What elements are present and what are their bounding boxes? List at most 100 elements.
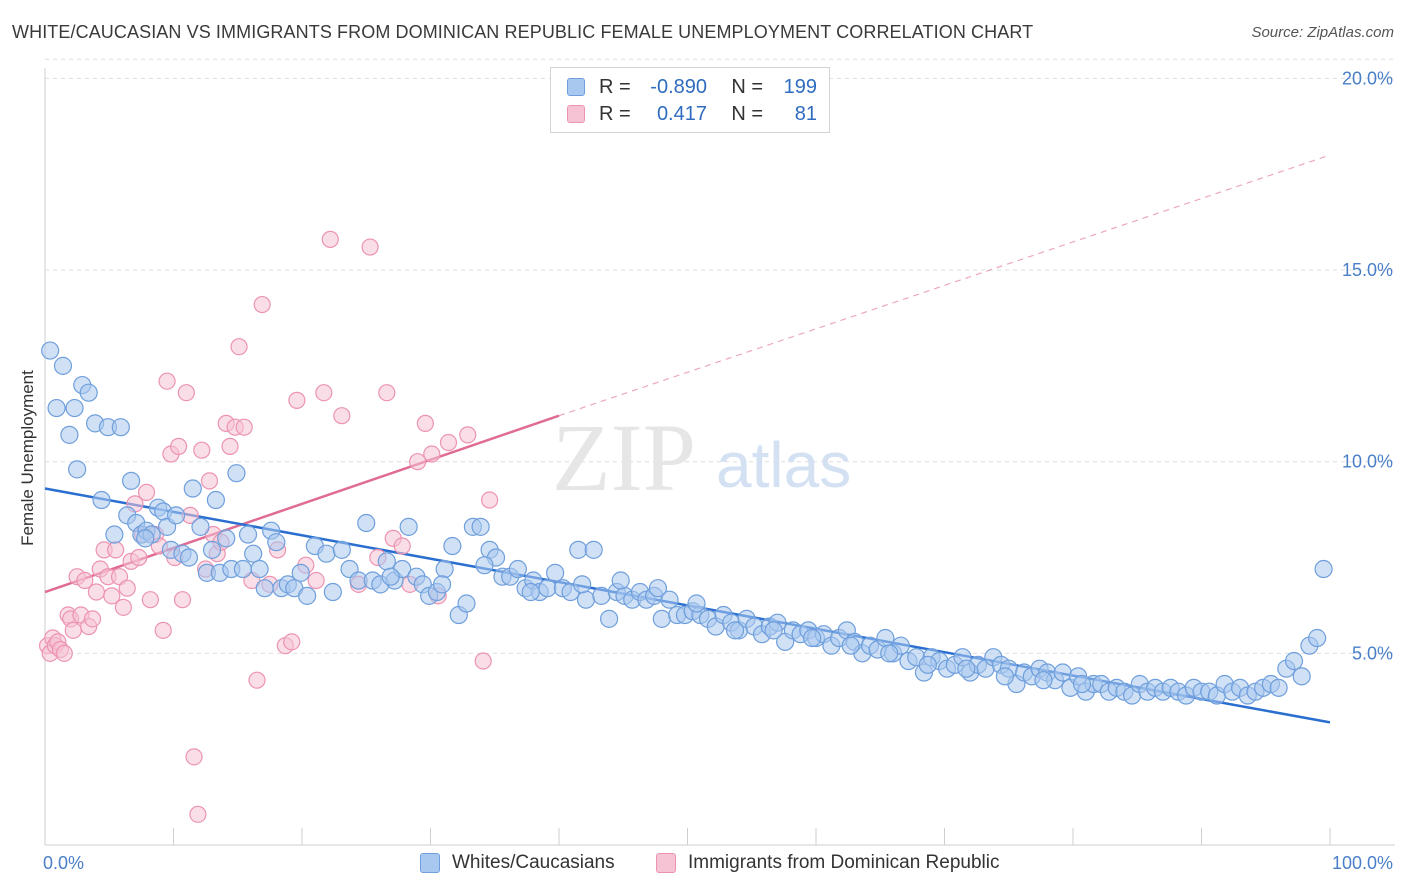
data-point-immigrants <box>378 384 396 402</box>
data-point-immigrants <box>321 230 339 248</box>
data-point-whites <box>611 571 630 590</box>
data-point-whites <box>244 544 263 563</box>
data-point-immigrants <box>185 748 203 766</box>
data-point-whites <box>569 540 588 559</box>
correlation-legend: R = -0.890 N = 199 R = 0.417 N = 81 <box>550 67 830 133</box>
data-point-whites <box>217 529 236 548</box>
data-point-immigrants <box>177 384 195 402</box>
data-point-immigrants <box>87 583 106 601</box>
data-point-immigrants <box>107 541 125 559</box>
legend-r-value: 0.417 <box>656 102 707 125</box>
data-point-immigrants <box>230 338 248 356</box>
data-point-whites <box>1314 559 1333 579</box>
legend-swatch-blue <box>567 78 585 96</box>
data-point-whites <box>47 398 66 418</box>
data-point-immigrants <box>393 537 411 555</box>
data-point-immigrants <box>103 587 121 605</box>
data-point-whites <box>298 586 317 605</box>
data-point-whites <box>323 582 342 602</box>
legend-swatch-blue <box>420 853 440 873</box>
data-point-immigrants <box>118 579 136 597</box>
data-point-immigrants <box>221 437 239 455</box>
data-point-whites <box>191 517 210 536</box>
y-tick-label: 5.0% <box>1352 643 1393 663</box>
watermark-zip: ZIP <box>552 404 696 511</box>
data-point-whites <box>60 425 79 444</box>
data-point-whites <box>443 536 462 556</box>
x-tick-label: 100.0% <box>1332 853 1393 873</box>
data-point-whites <box>475 556 494 575</box>
data-point-whites <box>1034 671 1053 690</box>
data-point-immigrants <box>141 591 159 609</box>
data-point-whites <box>573 575 592 594</box>
data-point-whites <box>803 628 822 648</box>
data-point-whites <box>105 525 124 544</box>
data-point-whites <box>121 471 141 490</box>
data-point-whites <box>255 579 274 598</box>
data-point-whites <box>841 636 860 655</box>
data-point-whites <box>206 490 226 510</box>
data-point-whites <box>317 544 336 563</box>
data-point-whites <box>687 594 706 613</box>
data-point-whites <box>435 559 454 579</box>
data-point-immigrants <box>307 571 325 590</box>
data-point-whites <box>876 628 895 648</box>
data-point-immigrants <box>439 433 458 452</box>
data-point-immigrants <box>315 384 333 402</box>
data-point-immigrants <box>83 610 102 628</box>
data-point-whites <box>183 479 202 498</box>
legend-r-value: -0.890 <box>650 75 707 98</box>
legend-n-value: 81 <box>794 102 817 125</box>
data-point-whites <box>1308 628 1327 648</box>
y-tick-label: 15.0% <box>1342 260 1393 280</box>
data-point-whites <box>660 590 679 609</box>
data-point-immigrants <box>423 445 441 463</box>
data-point-immigrants <box>114 598 132 616</box>
data-point-immigrants <box>361 238 379 256</box>
data-point-immigrants <box>283 633 301 651</box>
data-point-whites <box>291 563 310 582</box>
legend-r-label: R = <box>599 102 631 125</box>
y-axis-label: Female Unemployment <box>18 370 37 546</box>
legend-label-immigrants: Immigrants from Dominican Republic <box>688 852 1000 873</box>
data-point-whites <box>136 529 155 548</box>
series-legend: Whites/Caucasians Immigrants from Domini… <box>0 852 1406 878</box>
data-point-immigrants <box>248 671 266 689</box>
y-tick-label: 20.0% <box>1342 68 1393 88</box>
data-point-immigrants <box>130 548 148 567</box>
legend-r-label: R = <box>599 75 631 98</box>
data-point-whites <box>166 506 186 525</box>
data-point-whites <box>53 356 73 375</box>
data-point-whites <box>471 517 490 536</box>
data-point-whites <box>918 655 937 674</box>
source-label: Source: ZipAtlas.com <box>1251 24 1394 41</box>
legend-n-value: 199 <box>783 75 817 98</box>
x-tick-label: 0.0% <box>43 853 84 873</box>
data-point-whites <box>592 586 611 605</box>
data-point-whites <box>725 621 745 640</box>
chart-title: WHITE/CAUCASIAN VS IMMIGRANTS FROM DOMIN… <box>12 22 1034 42</box>
legend-swatch-pink <box>567 105 585 123</box>
data-point-whites <box>267 533 286 552</box>
data-point-immigrants <box>333 407 351 425</box>
data-point-immigrants <box>416 414 434 432</box>
data-point-immigrants <box>137 483 156 501</box>
data-point-whites <box>233 559 252 579</box>
data-point-whites <box>399 517 418 536</box>
data-point-whites <box>79 383 98 402</box>
data-point-immigrants <box>170 437 188 455</box>
data-point-whites <box>357 513 376 533</box>
data-point-immigrants <box>474 652 492 670</box>
data-point-immigrants <box>459 426 477 444</box>
legend-n-label: N = <box>731 102 763 125</box>
trend-line-immigrants-extension <box>558 154 1331 417</box>
data-point-whites <box>332 540 351 559</box>
legend-row-whites: R = -0.890 N = 199 <box>567 74 817 100</box>
data-point-whites <box>68 460 87 479</box>
data-point-immigrants <box>288 391 306 409</box>
data-point-whites <box>432 575 452 594</box>
data-point-whites <box>576 590 596 609</box>
legend-row-immigrants: R = 0.417 N = 81 <box>567 101 817 127</box>
data-point-whites <box>648 579 668 598</box>
